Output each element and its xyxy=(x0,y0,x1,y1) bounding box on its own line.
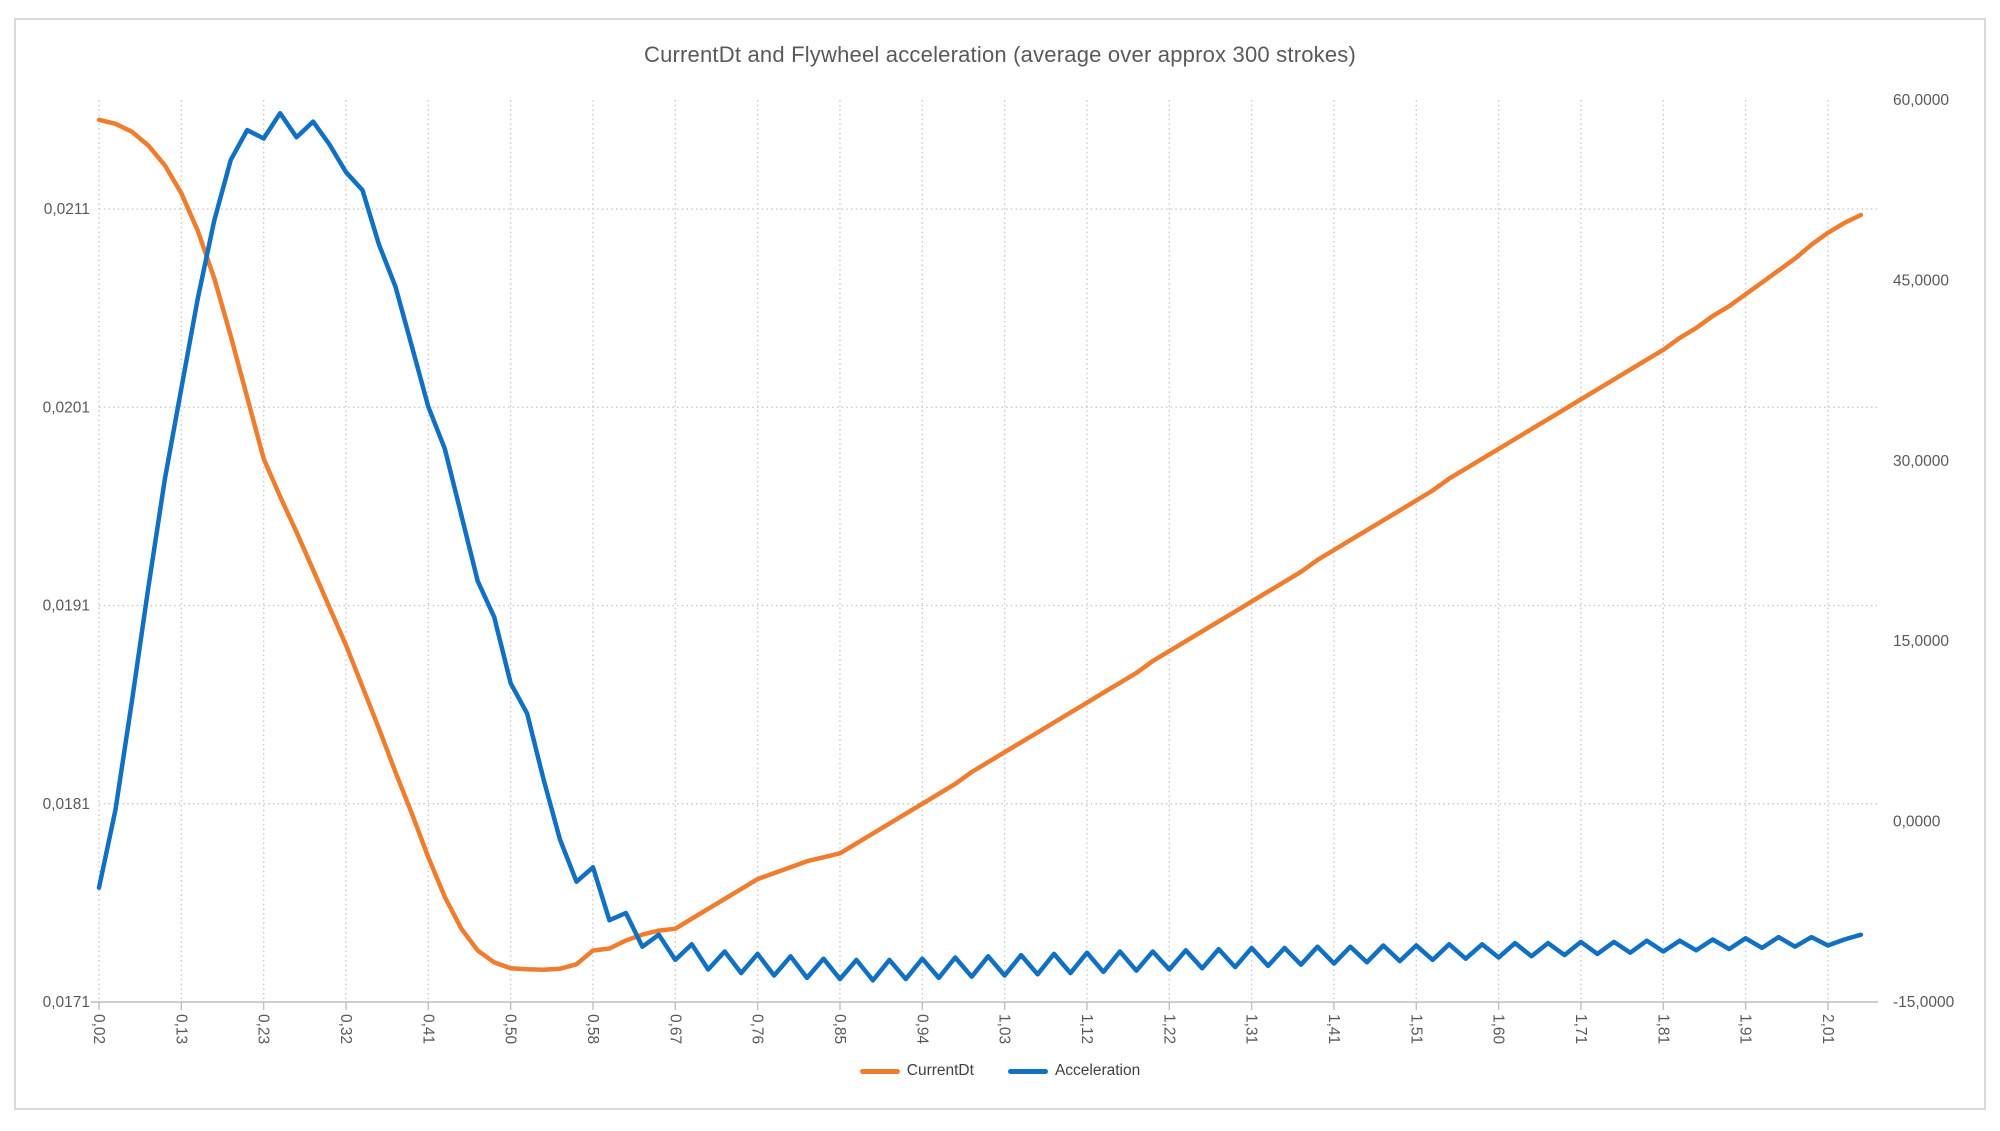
x-axis-label: 0,23 xyxy=(255,1014,272,1044)
x-axis-label: 1,60 xyxy=(1490,1014,1507,1045)
right-axis-label: 45,0000 xyxy=(1893,272,1949,289)
x-axis-label: 1,12 xyxy=(1078,1014,1095,1044)
left-axis-label: 0,0171 xyxy=(43,994,90,1011)
legend-label-acceleration: Acceleration xyxy=(1054,1062,1141,1079)
x-axis-label: 0,67 xyxy=(666,1014,683,1044)
legend-item-acceleration: Acceleration xyxy=(1007,1062,1141,1080)
right-axis-label: -15,0000 xyxy=(1893,994,1955,1011)
x-axis-label: 1,03 xyxy=(996,1014,1013,1044)
chart-title: CurrentDt and Flywheel acceleration (ave… xyxy=(643,42,1357,67)
series-line-acceleration xyxy=(96,110,1864,983)
x-axis-ticks xyxy=(98,1002,1829,1010)
x-axis-label: 0,94 xyxy=(913,1014,930,1045)
right-axis-labels: -15,0000 0,0000 15,0000 30,0000 45,0000 60,00… xyxy=(1893,92,1955,1011)
left-axis-label: 0,0181 xyxy=(43,796,90,813)
left-axis-labels: 0,0171 0,0181 0,0191 0,0201 0,0211 xyxy=(43,201,90,1011)
x-axis-label: 0,32 xyxy=(337,1014,354,1044)
y-gridlines xyxy=(99,208,1878,805)
legend: CurrentDt Acceleration xyxy=(0,1062,2000,1080)
x-axis-labels: 0,02 0,13 0,23 0,32 0,41 0,50 0,58 0,67 0,76 0,85… xyxy=(90,1014,1836,1045)
legend-swatch-acceleration xyxy=(1007,1068,1048,1074)
x-axis-label: 0,41 xyxy=(419,1014,436,1044)
x-axis-label: 0,76 xyxy=(749,1014,766,1044)
x-axis-label: 1,31 xyxy=(1243,1014,1260,1044)
legend-label-currentdt: CurrentDt xyxy=(906,1062,974,1079)
x-axis-label: 0,13 xyxy=(172,1014,189,1044)
x-axis-label: 1,51 xyxy=(1407,1014,1424,1044)
right-axis-label: 30,0000 xyxy=(1893,453,1949,470)
x-axis-label: 2,01 xyxy=(1819,1014,1836,1044)
series-line-currentdt xyxy=(96,117,1864,972)
chart-frame xyxy=(14,18,1986,1110)
left-axis-label: 0,0201 xyxy=(43,399,90,416)
right-axis-label: 15,0000 xyxy=(1893,633,1949,650)
left-axis-label: 0,0211 xyxy=(44,201,90,218)
legend-swatch-currentdt xyxy=(859,1068,900,1074)
x-axis-label: 1,22 xyxy=(1160,1014,1177,1044)
x-axis-label: 0,85 xyxy=(831,1014,848,1044)
x-axis-label: 1,81 xyxy=(1654,1014,1671,1044)
x-axis-label: 1,71 xyxy=(1572,1014,1589,1044)
x-axis-label: 0,02 xyxy=(90,1014,107,1044)
legend-item-currentdt: CurrentDt xyxy=(859,1062,974,1080)
x-axis-label: 1,91 xyxy=(1737,1014,1754,1044)
x-axis-label: 0,58 xyxy=(584,1014,601,1044)
x-axis-label: 1,41 xyxy=(1325,1014,1342,1044)
left-axis-label: 0,0191 xyxy=(43,598,90,615)
x-axis-label: 0,50 xyxy=(502,1014,519,1045)
right-axis-label: 60,0000 xyxy=(1893,92,1949,109)
x-gridlines xyxy=(98,100,1829,1002)
right-axis-label: 0,0000 xyxy=(1893,814,1941,831)
